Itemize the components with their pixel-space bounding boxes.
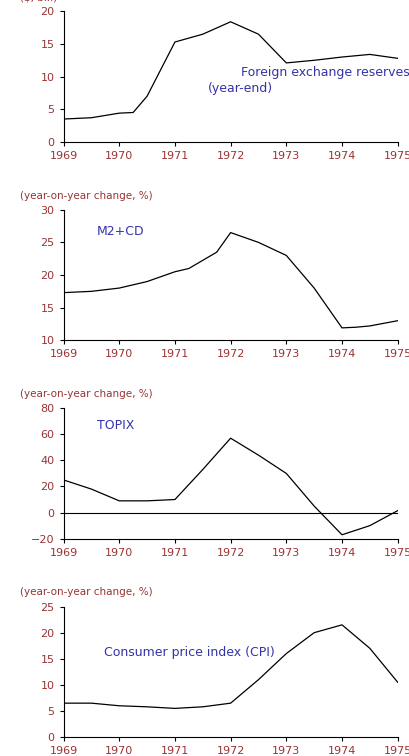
- Text: (year-on-year change, %): (year-on-year change, %): [20, 587, 153, 597]
- Text: ($, bil.): ($, bil.): [20, 0, 57, 2]
- Text: (year-end): (year-end): [208, 82, 272, 94]
- Text: (year-on-year change, %): (year-on-year change, %): [20, 191, 153, 200]
- Text: TOPIX: TOPIX: [97, 419, 134, 432]
- Text: Foreign exchange reserves: Foreign exchange reserves: [240, 67, 409, 79]
- Text: (year-on-year change, %): (year-on-year change, %): [20, 389, 153, 399]
- Text: Consumer price index (CPI): Consumer price index (CPI): [103, 646, 274, 658]
- Text: M2+CD: M2+CD: [97, 225, 144, 238]
